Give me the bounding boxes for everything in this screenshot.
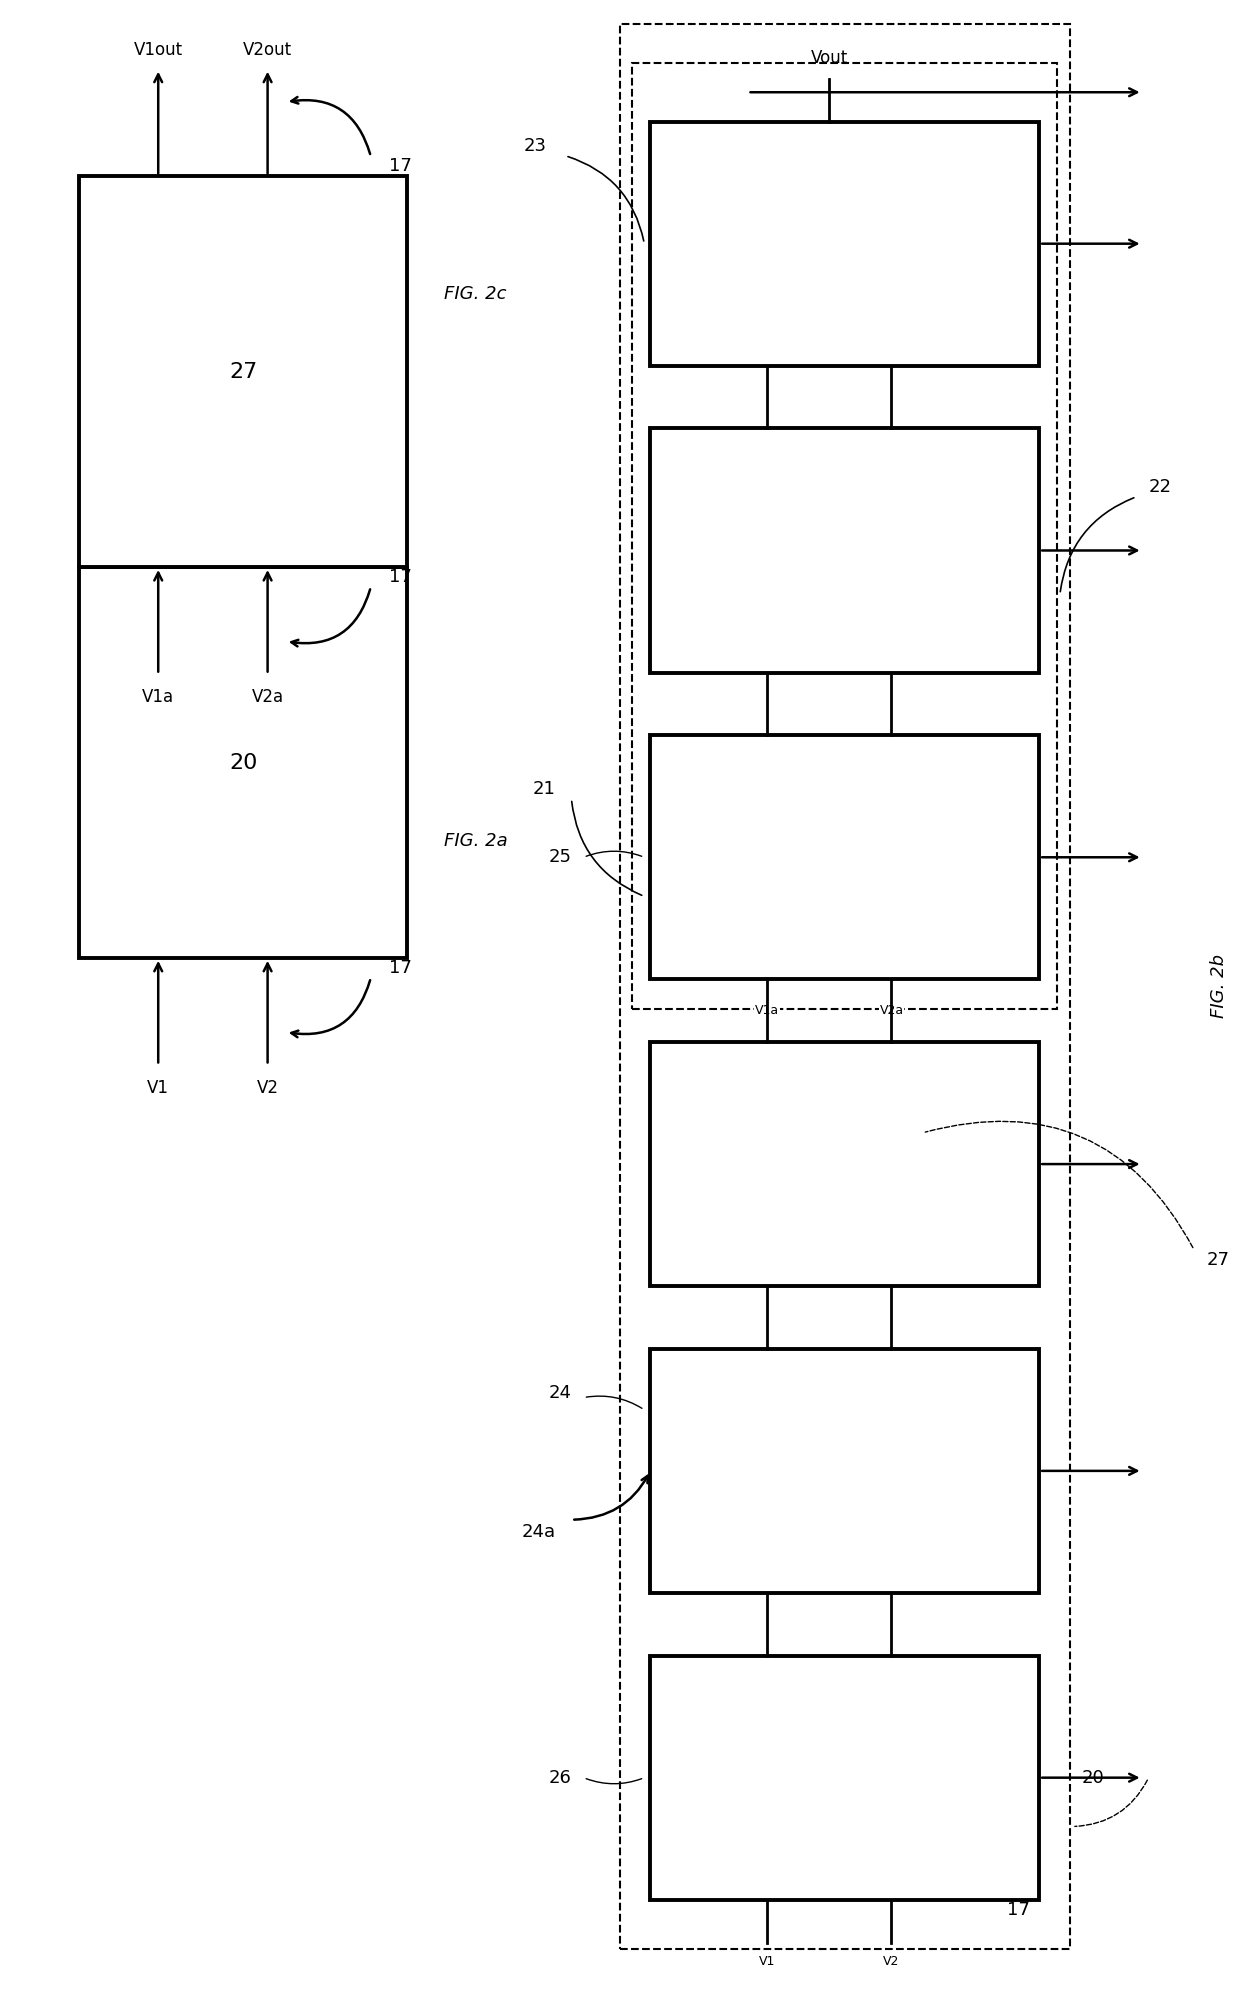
Bar [79, 566, 407, 957]
Text: V2: V2 [883, 1954, 900, 1968]
Text: V2a: V2a [879, 1005, 904, 1017]
Text: 26: 26 [548, 1769, 572, 1787]
Text: 17: 17 [389, 568, 412, 586]
Text: 17: 17 [389, 959, 412, 977]
Text: V2: V2 [257, 1079, 279, 1097]
Text: V1: V1 [759, 1954, 775, 1968]
Text: 20: 20 [229, 752, 258, 772]
Bar [650, 429, 1039, 672]
Text: 24: 24 [548, 1384, 572, 1402]
Text: 25: 25 [548, 847, 572, 865]
Text: 17: 17 [1007, 1900, 1029, 1918]
Text: 27: 27 [1207, 1250, 1229, 1268]
Bar [650, 736, 1039, 979]
Text: V2a: V2a [252, 688, 284, 706]
Text: V1a: V1a [143, 688, 175, 706]
Bar [650, 1043, 1039, 1286]
Text: 17: 17 [389, 158, 412, 175]
Text: V1out: V1out [134, 42, 182, 60]
Text: FIG. 2b: FIG. 2b [1209, 955, 1228, 1019]
Bar [650, 1655, 1039, 1900]
Text: 24a: 24a [522, 1523, 556, 1541]
Bar [650, 1348, 1039, 1593]
Text: Vout: Vout [811, 48, 848, 68]
Bar [79, 175, 407, 566]
Bar [632, 64, 1058, 1009]
Text: FIG. 2a: FIG. 2a [444, 831, 507, 849]
Bar [650, 122, 1039, 365]
Text: 21: 21 [533, 780, 556, 798]
Text: 22: 22 [1148, 479, 1172, 497]
Text: 27: 27 [229, 361, 258, 381]
Text: V2out: V2out [243, 42, 293, 60]
Text: 23: 23 [525, 138, 547, 156]
Text: Vout: Vout [182, 433, 219, 451]
Bar [620, 24, 1070, 1948]
Text: 20: 20 [1081, 1769, 1105, 1787]
Text: FIG. 2c: FIG. 2c [444, 285, 506, 303]
Text: V1a: V1a [755, 1005, 779, 1017]
Text: V1: V1 [148, 1079, 169, 1097]
